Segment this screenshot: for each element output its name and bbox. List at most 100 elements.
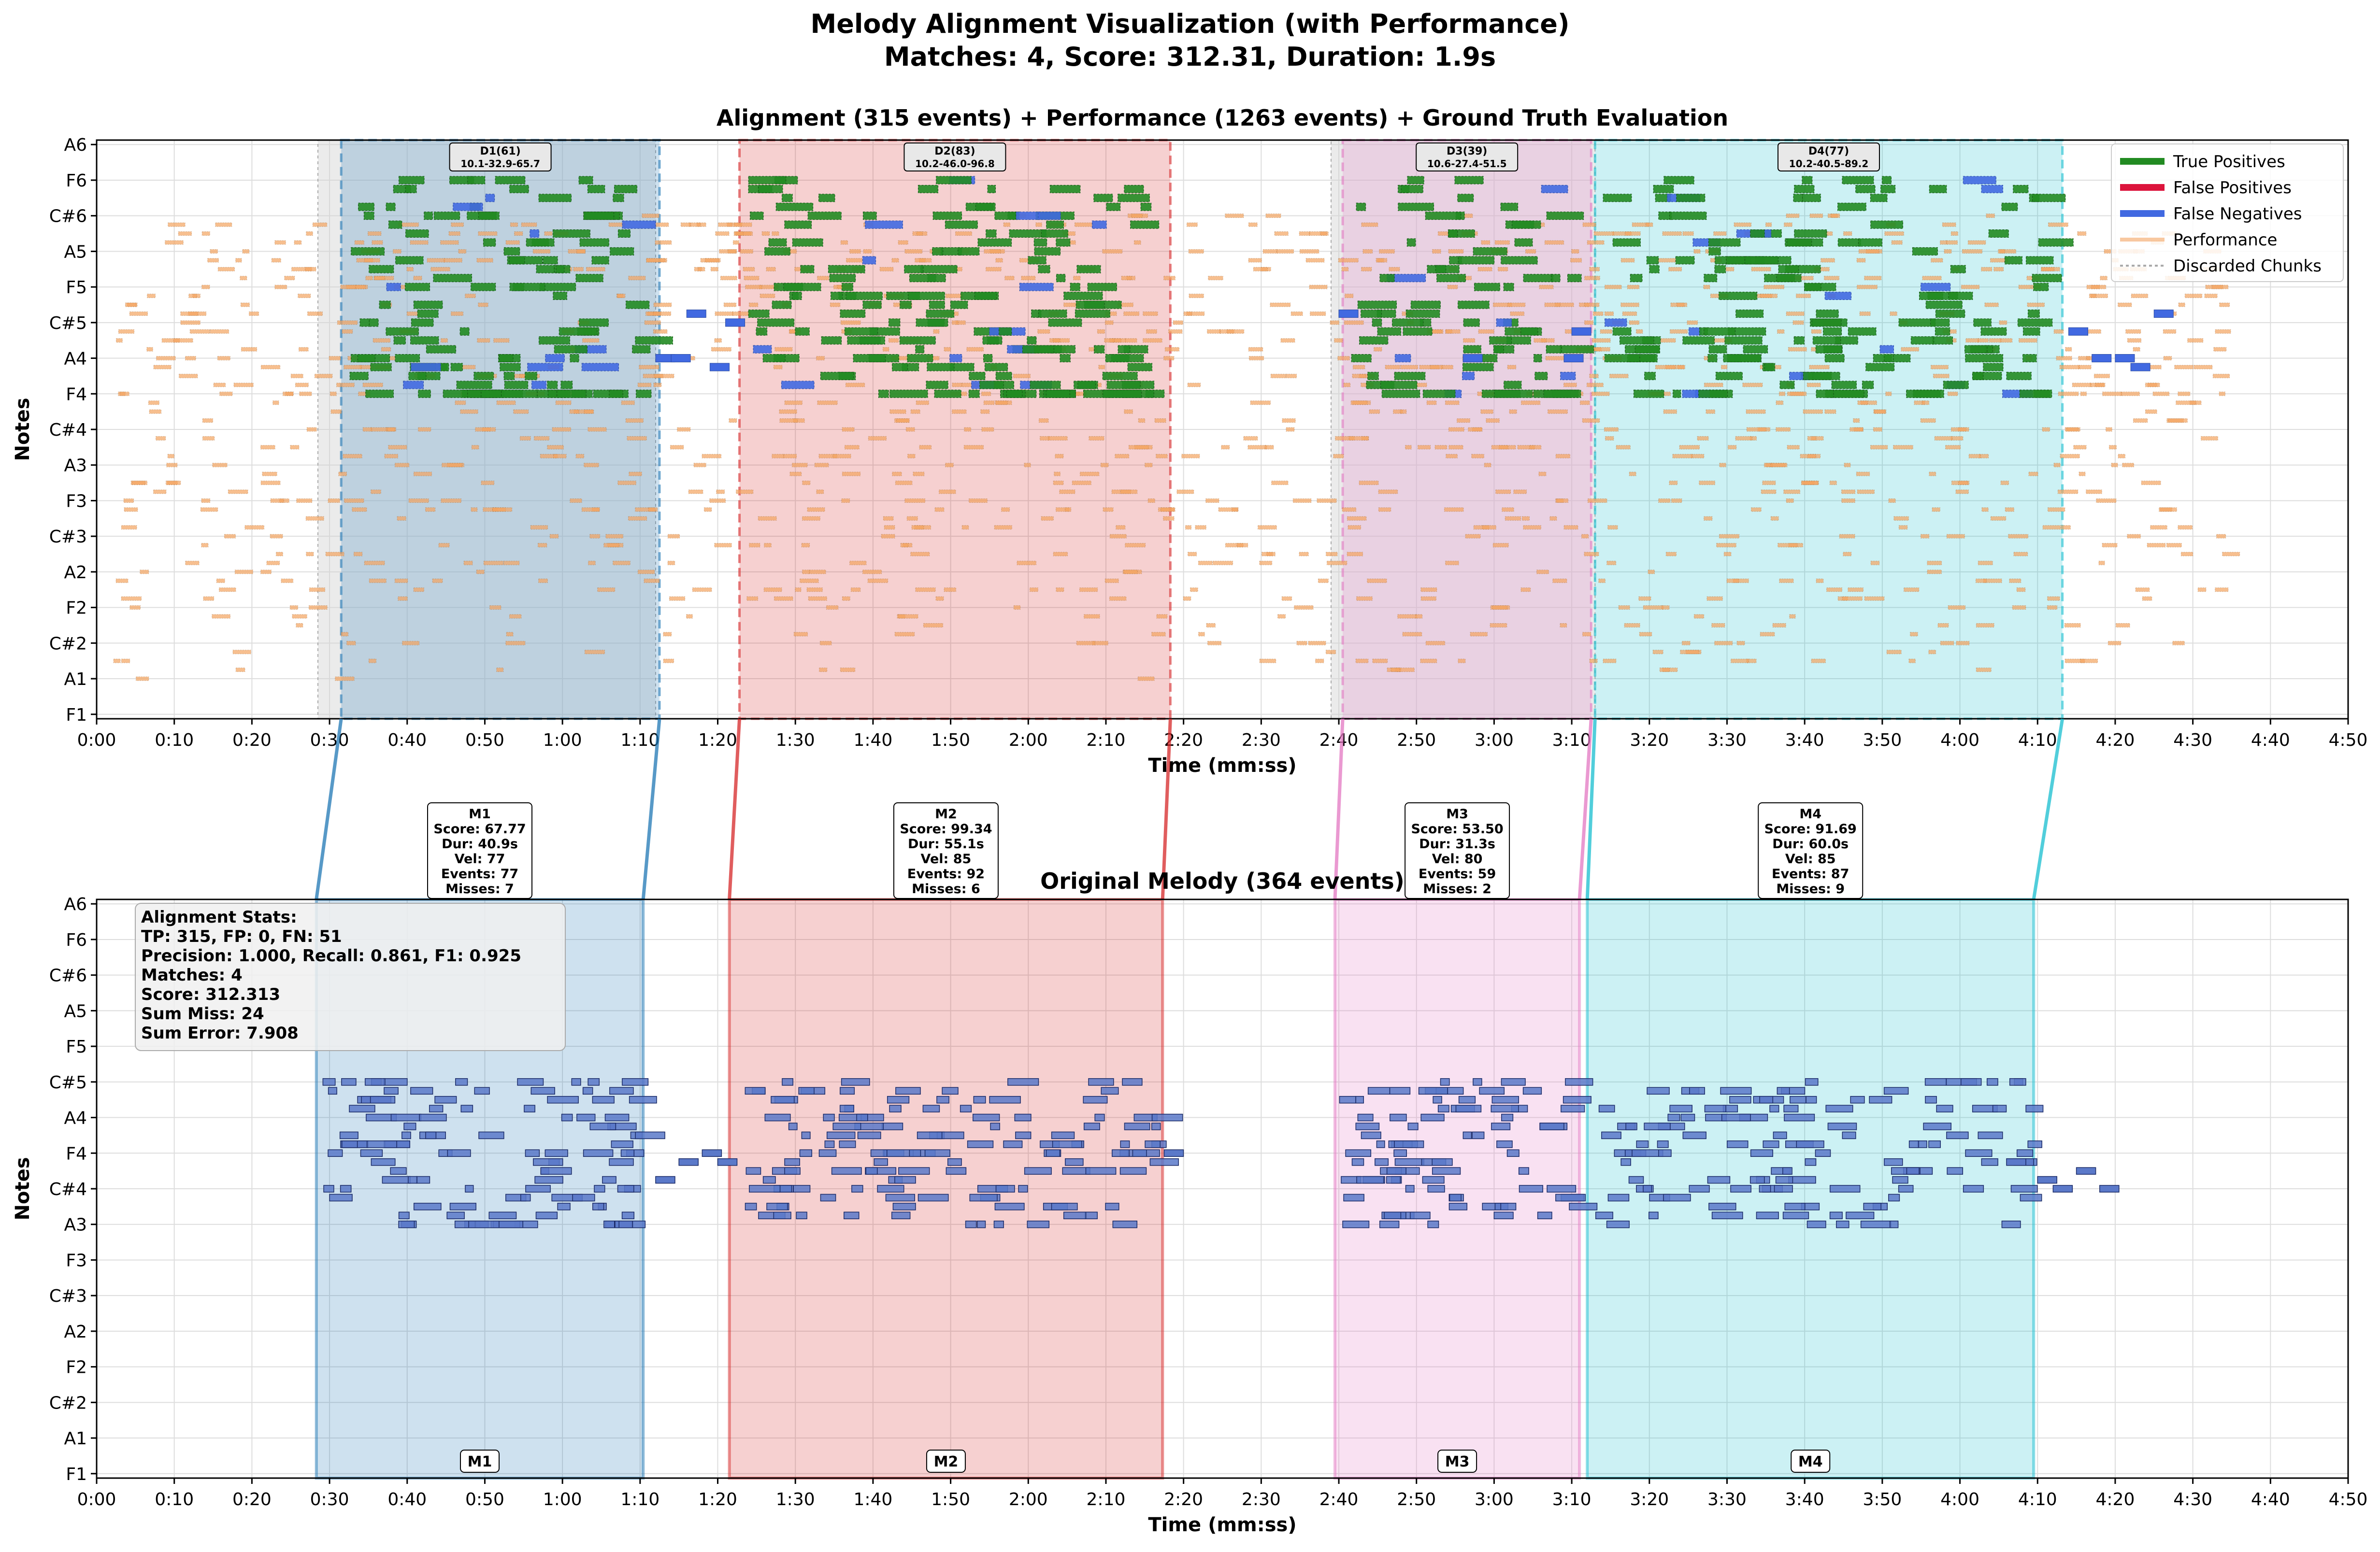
true-positive-note (936, 176, 972, 185)
true-positive-note (916, 318, 948, 327)
false-negative-note (1688, 327, 1702, 336)
melody-note (403, 1123, 416, 1130)
true-positive-note (2004, 256, 2022, 265)
melody-note (1863, 1203, 1881, 1210)
performance-note (1471, 454, 1484, 458)
performance-note (129, 605, 141, 610)
true-positive-note (1033, 238, 1047, 247)
performance-note (888, 338, 899, 343)
melody-note (1501, 1113, 1514, 1122)
true-positive-note (1463, 318, 1480, 327)
true-positive-note (1634, 389, 1664, 398)
performance-note (1062, 231, 1075, 236)
melody-note (603, 1220, 615, 1228)
melody-note (1707, 1176, 1731, 1184)
performance-note (1343, 383, 1351, 387)
performance-note (2159, 507, 2177, 512)
true-positive-note (1038, 309, 1067, 318)
performance-note (185, 560, 200, 565)
performance-note (212, 463, 228, 468)
performance-note (1400, 409, 1407, 414)
true-positive-note (1880, 185, 1896, 193)
performance-note (1320, 231, 1327, 236)
true-positive-note (1802, 176, 1813, 185)
performance-note (1079, 471, 1100, 476)
true-positive-note (949, 363, 975, 371)
performance-note (217, 356, 230, 361)
melody-note (1496, 1140, 1513, 1148)
performance-note (475, 427, 496, 432)
performance-note (2222, 552, 2240, 556)
performance-note (344, 498, 364, 503)
melody-note (534, 1176, 563, 1184)
performance-note (2106, 427, 2112, 432)
performance-note (1342, 507, 1357, 512)
performance-note (295, 383, 309, 387)
performance-note (1056, 587, 1064, 592)
false-negative-note (1462, 354, 1483, 363)
melody-note (1375, 1158, 1389, 1166)
melody-note (1122, 1078, 1143, 1086)
true-positive-note (1063, 292, 1103, 300)
true-positive-note (2013, 185, 2029, 193)
performance-note (471, 445, 479, 450)
melody-note (1132, 1149, 1147, 1157)
true-positive-note (393, 336, 406, 345)
performance-note (438, 543, 450, 548)
performance-note (1706, 596, 1723, 601)
performance-note (1296, 641, 1307, 645)
performance-note (314, 373, 333, 378)
performance-note (1720, 365, 1728, 370)
performance-note (2078, 356, 2091, 361)
performance-note (774, 347, 793, 352)
melody-note (1440, 1078, 1450, 1086)
performance-note (1281, 596, 1292, 601)
true-positive-note (994, 212, 1017, 220)
melody-note (618, 1220, 633, 1228)
melody-note (1790, 1096, 1807, 1104)
performance-note (1807, 436, 1817, 441)
performance-note (1616, 445, 1631, 450)
performance-note (1687, 320, 1698, 325)
performance-note (201, 285, 210, 289)
false-negative-note (1605, 318, 1627, 327)
performance-note (427, 258, 445, 263)
melody-note (909, 1149, 921, 1157)
performance-note (919, 445, 932, 450)
true-positive-note (509, 185, 529, 193)
melody-note (572, 1194, 595, 1202)
melody-note (398, 1211, 410, 1220)
bottom-xtick-label: 3:00 (1475, 1490, 1514, 1509)
performance-note (1270, 373, 1286, 378)
performance-note (1746, 427, 1766, 432)
true-positive-note (1105, 354, 1144, 363)
performance-note (688, 489, 703, 494)
performance-note (330, 391, 337, 396)
melody-note (1063, 1211, 1087, 1220)
melody-note (1647, 1087, 1670, 1095)
performance-note (432, 578, 443, 583)
performance-note (802, 570, 810, 574)
performance-note (1681, 641, 1691, 645)
performance-note (1981, 507, 1989, 512)
true-positive-note (1815, 345, 1842, 354)
true-positive-note (841, 283, 853, 291)
performance-note (481, 481, 495, 485)
melody-note (460, 1105, 473, 1112)
performance-note (260, 570, 272, 574)
melody-note (1390, 1113, 1407, 1122)
performance-note (1207, 329, 1221, 334)
bottom-xtick-label: 2:30 (1242, 1490, 1281, 1509)
performance-note (709, 498, 726, 503)
performance-note (1128, 445, 1149, 450)
performance-note (1352, 365, 1365, 370)
melody-note (1711, 1211, 1743, 1220)
top-xtick-label: 0:10 (155, 730, 194, 750)
melody-note (1986, 1078, 1998, 1086)
true-positive-note (538, 194, 572, 202)
performance-note (1629, 471, 1636, 476)
match-info-line: Vel: 85 (1785, 852, 1836, 867)
bottom-ytick-label: A1 (64, 1429, 87, 1449)
melody-note (1769, 1105, 1779, 1112)
true-positive-note (844, 327, 878, 336)
